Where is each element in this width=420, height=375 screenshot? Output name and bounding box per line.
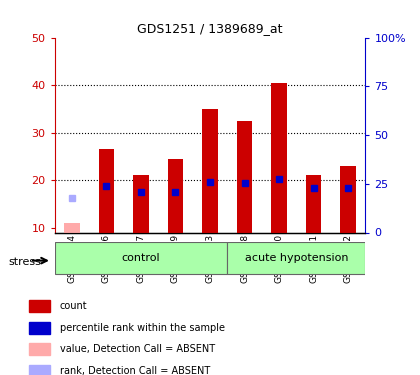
Bar bbox=[99, 149, 114, 232]
Bar bbox=[29, 364, 50, 375]
Text: stress: stress bbox=[8, 257, 41, 267]
Bar bbox=[64, 223, 80, 232]
Title: GDS1251 / 1389689_at: GDS1251 / 1389689_at bbox=[137, 22, 283, 35]
Bar bbox=[29, 300, 50, 312]
Bar bbox=[271, 82, 287, 232]
Bar bbox=[227, 242, 365, 274]
Bar bbox=[29, 343, 50, 355]
Bar bbox=[133, 176, 149, 232]
Text: value, Detection Call = ABSENT: value, Detection Call = ABSENT bbox=[60, 344, 215, 354]
Bar bbox=[306, 176, 321, 232]
Bar bbox=[340, 166, 356, 232]
Text: rank, Detection Call = ABSENT: rank, Detection Call = ABSENT bbox=[60, 366, 210, 375]
Bar bbox=[168, 159, 183, 232]
Text: count: count bbox=[60, 301, 87, 311]
Bar bbox=[55, 242, 227, 274]
Text: acute hypotension: acute hypotension bbox=[244, 253, 348, 263]
Text: percentile rank within the sample: percentile rank within the sample bbox=[60, 322, 225, 333]
Bar bbox=[29, 321, 50, 334]
Bar bbox=[202, 109, 218, 232]
Bar bbox=[237, 121, 252, 232]
Text: control: control bbox=[122, 253, 160, 263]
